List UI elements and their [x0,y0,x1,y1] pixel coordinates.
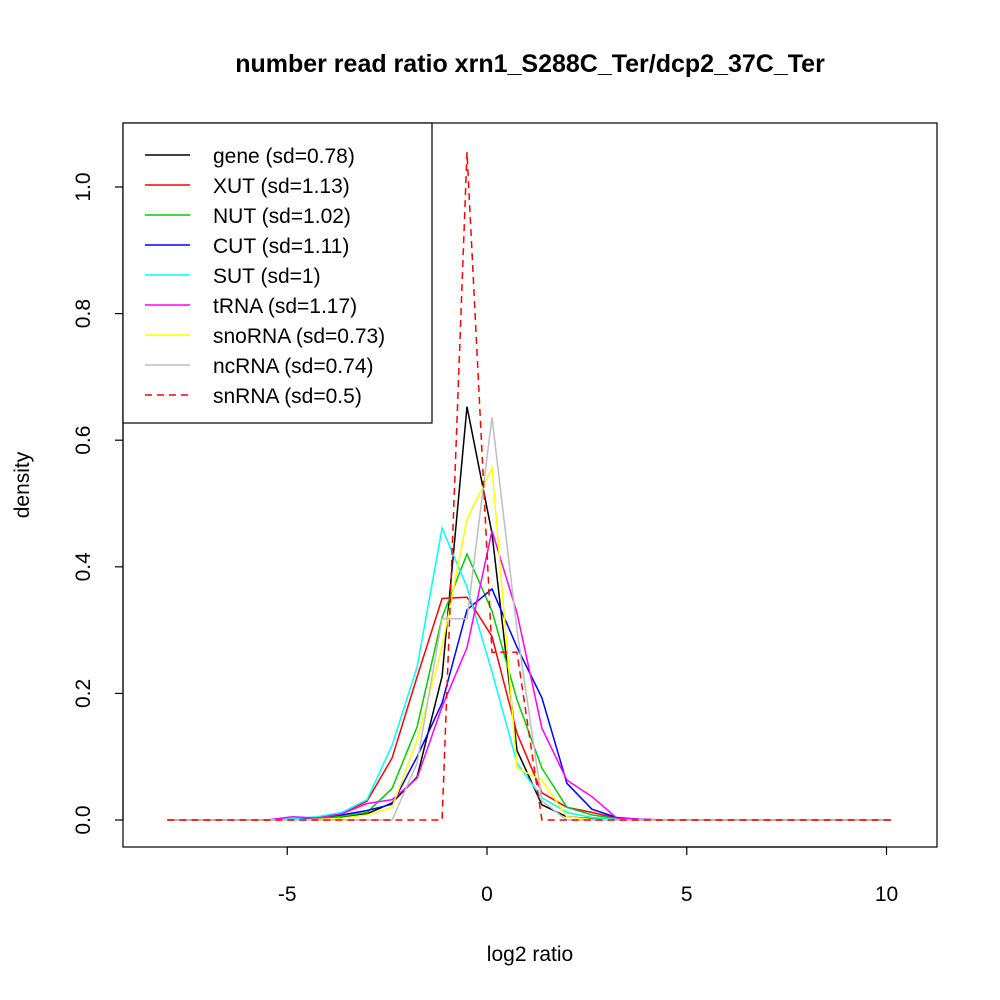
legend-item: SUT (sd=1) [145,265,321,288]
y-tick-label: 0.4 [72,552,95,582]
series-line-ncrna [167,417,892,821]
legend-item: snoRNA (sd=0.73) [145,325,385,348]
legend-label: snRNA (sd=0.5) [213,385,362,408]
y-axis-label: density [11,451,34,518]
legend-item: XUT (sd=1.13) [145,175,350,198]
x-axis-label: log2 ratio [487,943,573,966]
series-layer [167,152,892,821]
legend-label: gene (sd=0.78) [213,145,355,168]
legend-item: snRNA (sd=0.5) [145,385,362,408]
legend-label: NUT (sd=1.02) [213,205,351,228]
legend-item: CUT (sd=1.11) [145,235,349,258]
y-tick-label: 0.2 [72,679,95,708]
legend-label: tRNA (sd=1.17) [213,295,357,318]
legend-label: CUT (sd=1.11) [213,235,349,258]
series-line-snorna [167,465,892,821]
legend: gene (sd=0.78) XUT (sd=1.13) NUT (sd=1.02)… [122,122,433,424]
chart-title: number read ratio xrn1_S288C_Ter/dcp2_37… [235,50,825,78]
y-axis: 0.0 0.2 0.4 0.6 0.8 1.0 [72,172,124,835]
y-tick-label: 0.0 [72,805,95,834]
legend-item: NUT (sd=1.02) [145,205,351,228]
legend-label: SUT (sd=1) [213,265,321,288]
series-line-xut [167,596,892,821]
x-tick-label: 5 [681,883,693,906]
legend-label: XUT (sd=1.13) [213,175,350,198]
x-tick-label: 10 [875,883,898,906]
legend-label: ncRNA (sd=0.74) [213,355,374,378]
x-tick-label: 0 [481,883,493,906]
legend-item: gene (sd=0.78) [145,145,355,168]
y-tick-label: 1.0 [72,172,95,201]
legend-box [122,122,433,424]
y-tick-label: 0.8 [72,299,95,328]
series-line-gene [167,406,892,821]
legend-item: tRNA (sd=1.17) [145,295,357,318]
legend-label: snoRNA (sd=0.73) [213,325,385,348]
series-line-snrna [167,152,892,821]
legend-item: ncRNA (sd=0.74) [145,355,374,378]
y-tick-label: 0.6 [72,426,95,455]
x-axis: -5 0 5 10 [278,846,898,906]
x-tick-label: -5 [278,883,297,906]
series-line-cut [167,587,892,821]
